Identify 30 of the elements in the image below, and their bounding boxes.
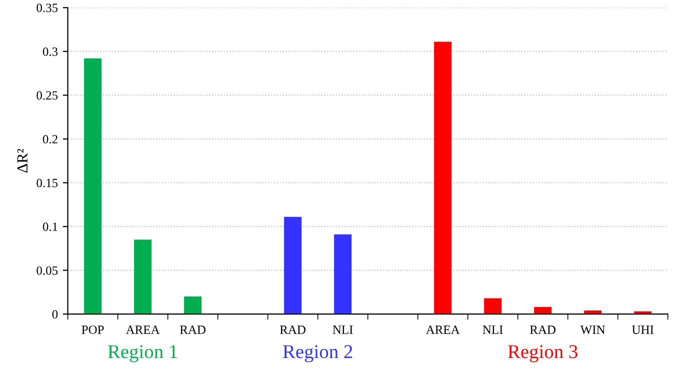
y-tick-label: 0.35 <box>36 4 58 12</box>
x-tick-label: AREA <box>426 326 460 334</box>
text: Region 2 <box>282 345 352 362</box>
bar <box>134 240 152 314</box>
bar <box>484 298 502 314</box>
x-tick-label: NLI <box>332 326 353 334</box>
text: Region 1 <box>108 345 178 362</box>
y-tick-label: 0.2 <box>42 135 58 144</box>
y-tick-label: 0.05 <box>36 266 58 275</box>
bar <box>284 216 302 314</box>
bar <box>184 296 202 314</box>
x-tick-label: RAD <box>280 326 306 334</box>
y-tick-label: 0 <box>52 310 58 319</box>
y-tick-label: 0.1 <box>42 222 58 232</box>
x-tick-label: RAD <box>180 326 206 334</box>
bar <box>84 58 102 314</box>
y-axis-title: ΔR² <box>17 148 28 173</box>
bar <box>334 234 352 314</box>
y-tick-label: 0.25 <box>36 91 58 100</box>
y-tick-label: 0.15 <box>36 178 58 188</box>
x-tick-label: NLI <box>482 326 503 334</box>
x-tick-label: AREA <box>126 326 160 334</box>
bar <box>534 307 552 314</box>
x-tick-label: WIN <box>580 326 606 334</box>
bar <box>434 42 452 314</box>
x-tick-label: POP <box>82 326 104 334</box>
text: Region 3 <box>508 345 578 362</box>
x-tick-label: UHI <box>632 326 654 334</box>
x-tick-label: RAD <box>530 326 556 334</box>
y-tick-label: 0.3 <box>42 47 58 56</box>
